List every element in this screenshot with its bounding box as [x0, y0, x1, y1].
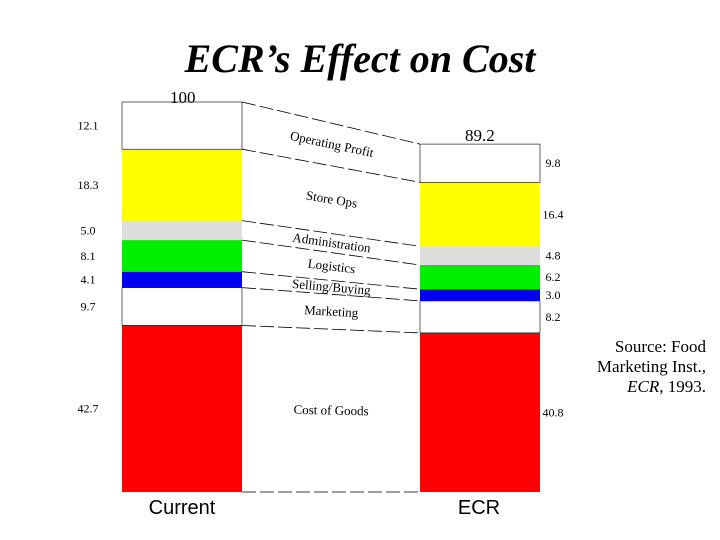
- bar-current-selling-buying: [122, 271, 242, 288]
- value-label-current-operating-profit: 12.1: [78, 119, 99, 133]
- value-label-ecr-selling-buying: 3.0: [546, 288, 561, 302]
- category-label-store-ops: Store Ops: [305, 188, 358, 211]
- bars-layer: [121, 101, 541, 492]
- source-year: , 1993.: [659, 377, 706, 396]
- value-label-current-administration: 5.0: [81, 223, 96, 237]
- bar-ecr-store-ops: [420, 182, 540, 247]
- connector-line-4: [241, 239, 421, 266]
- connector-line-1: [241, 325, 421, 334]
- bar-ecr-administration: [420, 246, 540, 265]
- bar-current-store-ops: [122, 149, 242, 221]
- connector-line-7: [241, 101, 421, 145]
- value-label-ecr-cost-of-goods: 40.8: [543, 405, 564, 419]
- value-label-ecr-marketing: 8.2: [546, 310, 561, 324]
- total-label-current: 100: [170, 88, 196, 107]
- source-line-3: ECR, 1993.: [626, 377, 706, 396]
- value-label-ecr-administration: 4.8: [546, 249, 561, 263]
- connector-lines: [241, 101, 421, 493]
- value-label-current-cost-of-goods: 42.7: [78, 402, 99, 416]
- category-label-operating-profit: Operating Profit: [289, 128, 375, 160]
- value-label-current-selling-buying: 4.1: [81, 273, 96, 287]
- value-label-current-logistics: 8.1: [81, 249, 96, 263]
- bar-ecr-operating-profit: [419, 143, 541, 183]
- bar-current-cost-of-goods: [122, 325, 242, 492]
- bar-ecr-selling-buying: [420, 289, 540, 301]
- source-line-1: Source: Food: [615, 337, 707, 356]
- bar-current-marketing: [121, 287, 243, 326]
- category-label-cost-of-goods: Cost of Goods: [293, 402, 368, 419]
- source-ecr-italic: ECR: [626, 377, 660, 396]
- connector-line-5: [241, 220, 421, 247]
- category-label-selling-buying: Selling/Buying: [292, 276, 372, 298]
- bar-current-operating-profit: [121, 101, 243, 150]
- connector-line-3: [241, 271, 421, 290]
- total-label-ecr: 89.2: [465, 126, 495, 145]
- x-label-current: Current: [149, 497, 216, 519]
- connector-line-6: [241, 148, 421, 183]
- bar-ecr-logistics: [420, 265, 540, 290]
- value-label-ecr-logistics: 6.2: [546, 270, 561, 284]
- chart-title: ECR’s Effect on Cost: [184, 36, 538, 81]
- value-label-current-store-ops: 18.3: [78, 178, 99, 192]
- value-label-current-marketing: 9.7: [81, 300, 96, 314]
- x-label-ecr: ECR: [458, 497, 500, 519]
- bar-ecr-cost-of-goods: [420, 332, 540, 492]
- source-line-2: Marketing Inst.,: [597, 357, 706, 376]
- category-label-marketing: Marketing: [304, 302, 359, 320]
- bar-current-administration: [122, 220, 242, 241]
- bar-ecr-marketing: [419, 300, 541, 334]
- bar-current-logistics: [122, 240, 242, 272]
- value-label-ecr-store-ops: 16.4: [543, 207, 564, 221]
- connector-line-2: [241, 287, 421, 302]
- value-label-ecr-operating-profit: 9.8: [546, 156, 561, 170]
- category-label-logistics: Logistics: [307, 256, 356, 277]
